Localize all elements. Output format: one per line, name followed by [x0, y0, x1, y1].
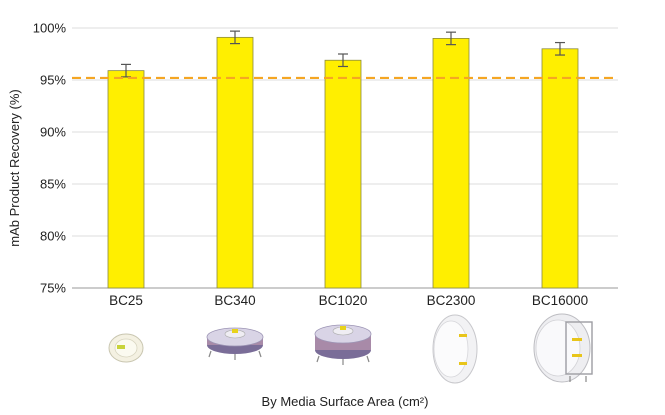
x-tick-labels: BC25 BC340 BC1020 BC2300 BC16000 — [109, 293, 588, 308]
x-tick-label: BC340 — [214, 293, 255, 308]
y-tick-label: 75% — [40, 281, 66, 296]
error-bar-bc2300 — [446, 31, 456, 46]
bc16000-cassette-icon — [533, 313, 593, 383]
y-tick-label: 100% — [33, 21, 67, 36]
bc1020-capsule-icon — [314, 324, 372, 365]
x-axis-title: By Media Surface Area (cm²) — [262, 394, 429, 409]
x-tick-label: BC16000 — [532, 293, 588, 308]
y-tick-label: 95% — [40, 73, 66, 88]
bc2300-cassette-icon — [432, 314, 478, 384]
x-tick-label: BC1020 — [319, 293, 368, 308]
bar-bc340 — [216, 36, 254, 289]
x-tick-label: BC25 — [109, 293, 143, 308]
bar-bc1020 — [324, 59, 362, 289]
bc340-capsule-icon — [206, 327, 264, 360]
error-bars — [121, 30, 565, 78]
y-axis-title: mAb Product Recovery (%) — [7, 89, 22, 247]
product-images — [108, 313, 593, 384]
y-tick-label: 80% — [40, 229, 66, 244]
error-bar-bc340 — [230, 30, 240, 45]
bar-bc16000 — [541, 48, 579, 289]
bc25-capsule-icon — [108, 333, 144, 363]
bar-bc2300 — [432, 38, 470, 289]
y-tick-label: 90% — [40, 125, 66, 140]
x-tick-label: BC2300 — [427, 293, 476, 308]
y-tick-label: 85% — [40, 177, 66, 192]
bars — [107, 36, 579, 289]
error-bar-bc16000 — [555, 41, 565, 56]
error-bar-bc1020 — [338, 53, 348, 68]
y-tick-labels: 75% 80% 85% 90% 95% 100% — [33, 21, 67, 296]
bar-bc25 — [107, 70, 145, 289]
